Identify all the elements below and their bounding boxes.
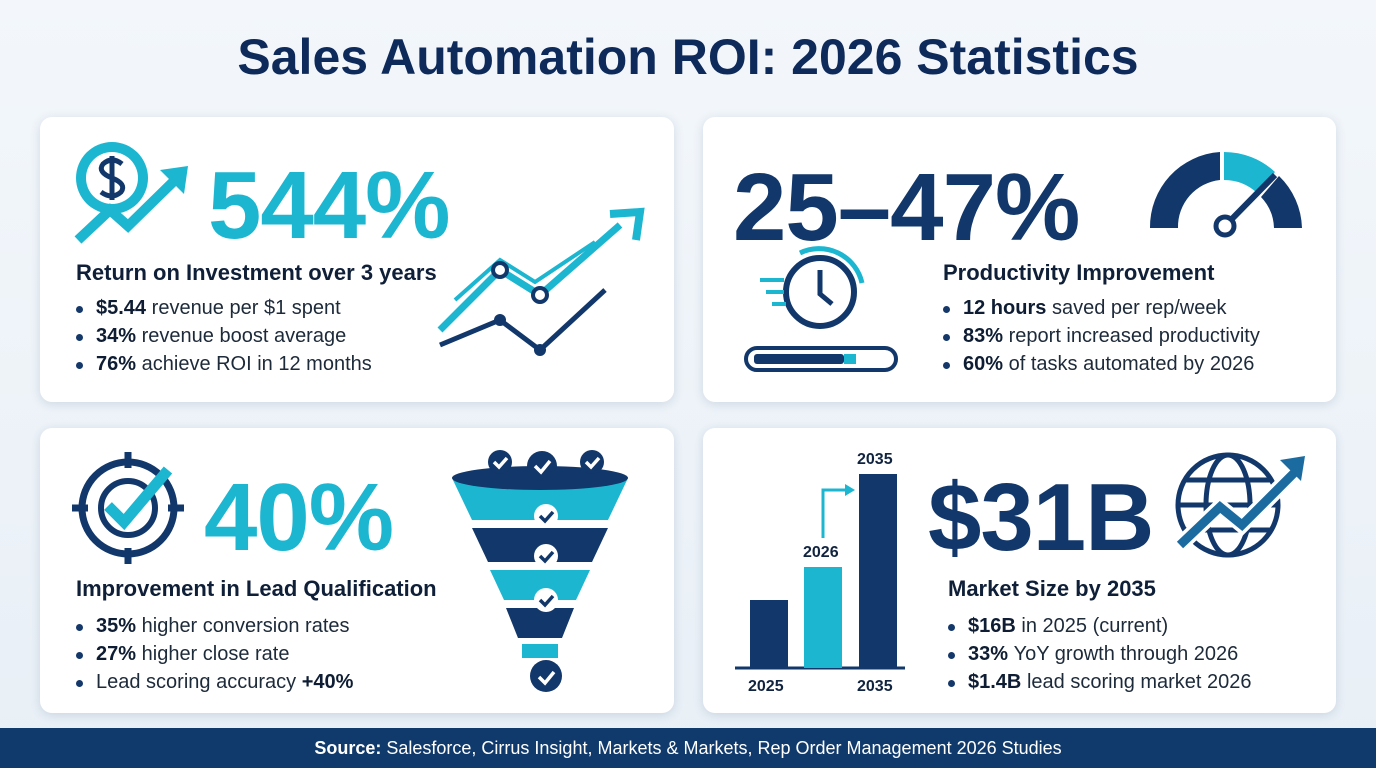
page-title: Sales Automation ROI: 2026 Statistics bbox=[237, 29, 1139, 85]
text: of tasks automated by 2026 bbox=[1008, 353, 1255, 375]
source-label: Source: bbox=[314, 738, 382, 758]
source-text: Salesforce, Cirrus Insight, Markets & Ma… bbox=[386, 738, 1062, 758]
bullet: 34% revenue boost average bbox=[72, 325, 346, 348]
bold-text: 12 hours bbox=[963, 297, 1046, 319]
bar-label: 2035 bbox=[857, 451, 893, 468]
text: revenue per $1 spent bbox=[151, 297, 341, 319]
dollar-icon bbox=[74, 142, 188, 244]
bullet: $5.44 revenue per $1 spent bbox=[72, 297, 341, 320]
bold-value: 83% bbox=[963, 325, 1004, 347]
bullet-dot bbox=[76, 306, 83, 313]
bold-text: +40% bbox=[302, 671, 354, 693]
bullet: $16B in 2025 (current) bbox=[944, 615, 1168, 638]
bold-text: $5.44 bbox=[96, 297, 146, 319]
bold-value: 60% bbox=[963, 353, 1004, 375]
bullet: 83% report increased productivity bbox=[939, 325, 1260, 348]
growth-arrows bbox=[437, 207, 645, 356]
bullet-dot bbox=[943, 362, 950, 369]
bullet-dot bbox=[76, 334, 83, 341]
text: lead scoring market 2026 bbox=[1026, 671, 1252, 693]
panel-heading: Market Size by 2035 bbox=[948, 576, 1156, 601]
bold-value: 12 hours bbox=[963, 297, 1047, 319]
bold-value: 35% bbox=[96, 615, 137, 637]
panel-heading: Productivity Improvement bbox=[943, 260, 1215, 285]
text: higher conversion rates bbox=[141, 615, 350, 637]
bullet-dot bbox=[948, 652, 955, 659]
bullet-dot bbox=[76, 624, 83, 631]
target-icon bbox=[72, 452, 184, 564]
bar-graphic bbox=[735, 474, 905, 670]
panel-heading: Return on Investment over 3 years bbox=[76, 260, 437, 285]
funnel-icon bbox=[452, 450, 628, 692]
gauge-icon bbox=[1149, 152, 1302, 238]
bullet: $1.4B lead scoring market 2026 bbox=[944, 671, 1252, 694]
stat: $31B bbox=[928, 464, 1154, 571]
bullet: 76% achieve ROI in 12 months bbox=[72, 353, 372, 376]
bold-value: 76% bbox=[96, 353, 137, 375]
bullet-dot bbox=[76, 680, 83, 687]
text: revenue boost average bbox=[141, 325, 347, 347]
text: in 2025 (current) bbox=[1021, 615, 1169, 637]
bold-value: 27% bbox=[96, 643, 137, 665]
bold-text: $1.4B bbox=[968, 671, 1021, 693]
bar-label: 2026 bbox=[803, 544, 839, 561]
bullet: 12 hours saved per rep/week bbox=[939, 297, 1227, 320]
bold-value: $16B bbox=[968, 615, 1016, 637]
bold-text: 27% bbox=[96, 643, 136, 665]
bold-value: $1.4B bbox=[968, 671, 1022, 693]
clock-icon bbox=[744, 246, 898, 372]
text: achieve ROI in 12 months bbox=[141, 353, 372, 375]
text: report increased productivity bbox=[1008, 325, 1260, 347]
text: YoY growth through 2026 bbox=[1013, 643, 1239, 665]
bullet: 35% higher conversion rates bbox=[72, 615, 350, 638]
bold-value: 34% bbox=[96, 325, 137, 347]
bold-text: $16B bbox=[968, 615, 1016, 637]
stat: 544% bbox=[208, 152, 451, 259]
bullet-dot bbox=[943, 334, 950, 341]
axis-label: 2035 bbox=[857, 678, 893, 695]
text: Lead scoring accuracy bbox=[96, 671, 297, 693]
panel-heading: Improvement in Lead Qualification bbox=[76, 576, 437, 601]
source-footer: Source: Salesforce, Cirrus Insight, Mark… bbox=[0, 728, 1376, 768]
bullet-dot bbox=[76, 652, 83, 659]
stat: 40% bbox=[204, 464, 394, 571]
text: higher close rate bbox=[141, 643, 290, 665]
bullet: 33% YoY growth through 2026 bbox=[944, 643, 1238, 666]
bold-text: 60% bbox=[963, 353, 1003, 375]
bold-text: 76% bbox=[96, 353, 136, 375]
bold-value: +40% bbox=[301, 671, 354, 693]
bold-text: 33% bbox=[968, 643, 1008, 665]
bold-value: $5.44 bbox=[96, 297, 147, 319]
bold-value: 33% bbox=[968, 643, 1009, 665]
bullet: 60% of tasks automated by 2026 bbox=[939, 353, 1254, 376]
bullet: Lead scoring accuracy +40% bbox=[72, 671, 353, 694]
bullet-dot bbox=[948, 680, 955, 687]
bold-text: 35% bbox=[96, 615, 136, 637]
bullet-dot bbox=[948, 624, 955, 631]
globe-icon bbox=[1174, 452, 1305, 558]
axis-label: 2025 bbox=[748, 678, 784, 695]
stat: 25–47% bbox=[733, 154, 1080, 261]
bullet: 27% higher close rate bbox=[72, 643, 290, 666]
text: saved per rep/week bbox=[1051, 297, 1227, 319]
bullet-dot bbox=[76, 362, 83, 369]
bold-text: 34% bbox=[96, 325, 136, 347]
bullet-dot bbox=[943, 306, 950, 313]
bold-text: 83% bbox=[963, 325, 1003, 347]
